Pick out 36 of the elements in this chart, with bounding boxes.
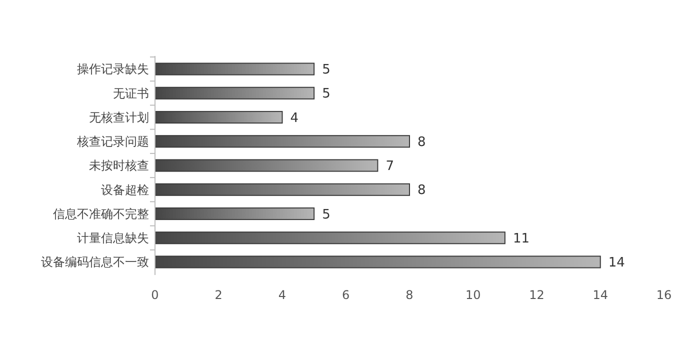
y-tick-label: 核查记录问题 — [76, 134, 149, 149]
x-tick-label: 12 — [529, 288, 544, 302]
data-label: 11 — [512, 231, 530, 246]
x-tick-label: 10 — [465, 288, 481, 302]
data-label: 14 — [608, 256, 625, 271]
data-label: 5 — [322, 62, 330, 78]
y-tick-label: 计量信息缺失 — [77, 231, 149, 246]
bar — [154, 159, 378, 172]
bar — [154, 62, 315, 76]
data-label: 4 — [290, 110, 299, 126]
y-tick-label: 设备编码信息不一致 — [41, 255, 149, 270]
y-tick-label: 信息不准确不完整 — [53, 206, 149, 221]
x-tick-label: 14 — [592, 288, 608, 302]
data-label: 7 — [386, 159, 394, 174]
x-tick-label: 8 — [406, 288, 414, 302]
x-tick-label: 6 — [342, 288, 350, 302]
y-tick-label: 无核查计划 — [89, 110, 149, 124]
y-tick-label: 未按时核查 — [89, 158, 149, 173]
bar — [154, 110, 283, 124]
y-tick-label: 设备超检 — [101, 182, 149, 197]
data-label: 8 — [418, 183, 426, 198]
bar — [154, 256, 601, 268]
x-tick-label: 4 — [278, 288, 286, 302]
data-label: 8 — [418, 134, 426, 150]
bar — [154, 135, 410, 148]
bar — [154, 183, 410, 196]
y-tick-label: 操作记录缺失 — [77, 62, 149, 76]
x-tick-label: 16 — [656, 288, 672, 302]
bar — [154, 86, 315, 100]
data-label: 5 — [322, 86, 330, 102]
x-tick-label: 2 — [214, 288, 222, 302]
bar — [154, 232, 506, 244]
y-tick-label: 无证书 — [113, 86, 149, 100]
bar — [154, 207, 315, 220]
data-label: 5 — [322, 207, 330, 222]
x-tick-label: 0 — [151, 288, 159, 302]
